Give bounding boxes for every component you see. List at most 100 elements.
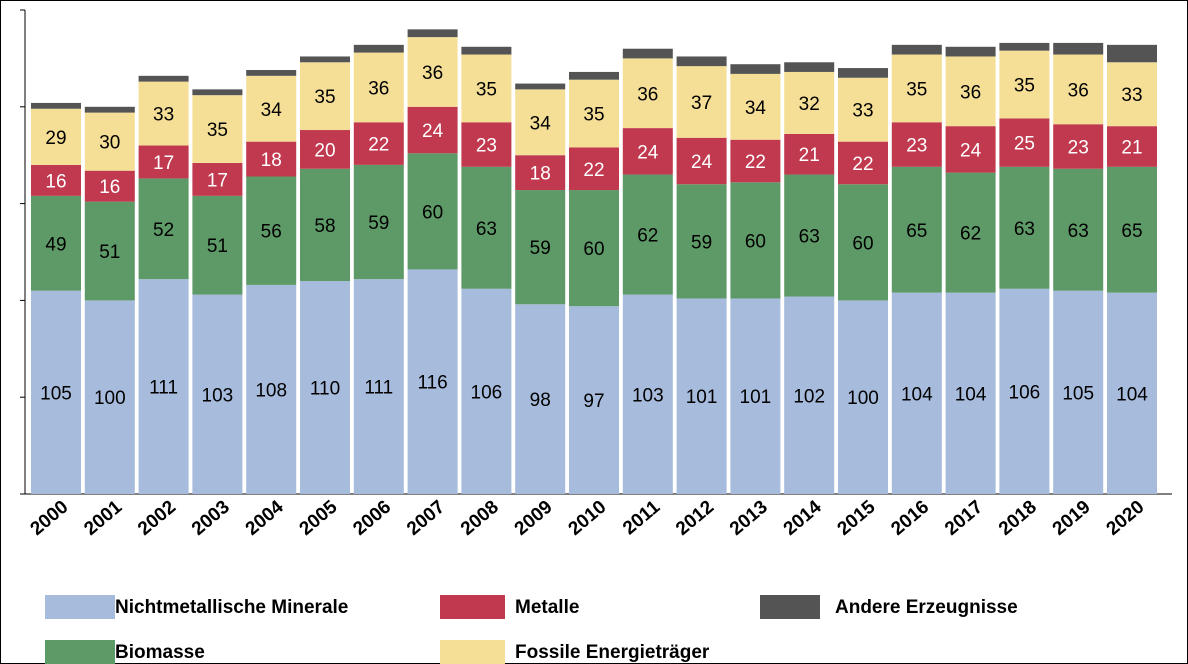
value-label: 59 bbox=[368, 213, 389, 234]
value-label: 105 bbox=[40, 383, 72, 404]
bar-segment bbox=[622, 294, 673, 494]
bar-segment bbox=[515, 83, 566, 90]
bar-segment bbox=[569, 306, 619, 494]
bar-segment bbox=[138, 145, 189, 179]
legend-swatch bbox=[760, 595, 820, 619]
value-label: 33 bbox=[153, 105, 174, 126]
bar-segment bbox=[1053, 42, 1104, 55]
bar-segment bbox=[622, 58, 673, 129]
bar-segment bbox=[945, 126, 996, 173]
bar-segment bbox=[1053, 290, 1104, 494]
value-label: 21 bbox=[1121, 138, 1142, 159]
bar-segment bbox=[999, 42, 1050, 51]
value-label: 34 bbox=[530, 113, 552, 134]
value-label: 22 bbox=[852, 154, 873, 175]
value-label: 101 bbox=[740, 387, 772, 408]
value-label: 23 bbox=[1068, 138, 1089, 159]
value-label: 36 bbox=[422, 63, 443, 84]
bar-segment bbox=[999, 118, 1050, 167]
bar-segment bbox=[31, 290, 81, 494]
legend-label: Fossile Energieträger bbox=[515, 642, 710, 663]
bar-segment bbox=[353, 279, 404, 494]
bar-segment bbox=[407, 106, 458, 154]
bar-segment bbox=[461, 46, 512, 55]
bar-segment bbox=[622, 128, 673, 175]
value-label: 25 bbox=[1014, 134, 1035, 155]
bar-segment bbox=[31, 102, 81, 109]
value-label: 20 bbox=[314, 140, 335, 161]
value-label: 100 bbox=[847, 388, 879, 409]
value-label: 104 bbox=[901, 384, 933, 405]
value-label: 101 bbox=[686, 387, 718, 408]
bar-segment bbox=[730, 182, 781, 299]
bar-segment bbox=[676, 184, 727, 299]
bar-segment bbox=[784, 133, 835, 175]
value-label: 17 bbox=[153, 153, 174, 174]
value-label: 105 bbox=[1062, 383, 1094, 404]
bar-segment bbox=[891, 166, 942, 293]
bar-segment bbox=[192, 162, 243, 196]
bar-segment bbox=[84, 201, 135, 301]
bar-segment bbox=[569, 147, 619, 191]
bar-segment bbox=[461, 166, 512, 289]
value-label: 18 bbox=[261, 150, 282, 171]
bar-segment bbox=[300, 168, 350, 282]
bar-segment bbox=[838, 77, 888, 142]
value-label: 63 bbox=[799, 227, 820, 248]
legend-label: Andere Erzeugnisse bbox=[835, 597, 1018, 618]
bar-segment bbox=[246, 70, 297, 76]
value-label: 60 bbox=[422, 202, 443, 223]
value-label: 35 bbox=[906, 79, 927, 100]
value-label: 32 bbox=[799, 94, 820, 115]
bar-segment bbox=[300, 62, 350, 131]
value-label: 63 bbox=[1014, 219, 1035, 240]
value-label: 16 bbox=[45, 171, 66, 192]
bar-segment bbox=[31, 195, 81, 291]
bar-segment bbox=[891, 54, 942, 123]
value-label: 100 bbox=[94, 388, 126, 409]
value-label: 24 bbox=[637, 142, 659, 163]
bar-segment bbox=[1107, 44, 1157, 63]
value-label: 111 bbox=[149, 378, 178, 399]
bar-segment bbox=[1053, 124, 1104, 169]
value-label: 103 bbox=[202, 385, 234, 406]
bar-segment bbox=[353, 52, 404, 123]
value-label: 110 bbox=[310, 379, 340, 400]
value-label: 16 bbox=[99, 177, 120, 198]
bar-segment bbox=[1107, 126, 1157, 167]
value-label: 58 bbox=[314, 216, 335, 237]
bar-segment bbox=[569, 71, 619, 80]
bar-segment bbox=[676, 56, 727, 67]
bar-segment bbox=[945, 292, 996, 494]
bar-segment bbox=[192, 195, 243, 295]
value-label: 35 bbox=[207, 120, 228, 141]
bar-segment bbox=[1053, 168, 1104, 291]
bar-segment bbox=[515, 89, 566, 156]
value-label: 63 bbox=[476, 219, 497, 240]
bar-segment bbox=[999, 166, 1050, 289]
value-label: 18 bbox=[530, 164, 551, 185]
bar-segment bbox=[730, 298, 781, 494]
bar-segment bbox=[300, 130, 350, 169]
bar-segment bbox=[891, 292, 942, 494]
bar-segment bbox=[84, 300, 135, 494]
bar-segment bbox=[569, 190, 619, 307]
bar-segment bbox=[407, 153, 458, 270]
value-label: 106 bbox=[1009, 382, 1041, 403]
bar-segment bbox=[784, 71, 835, 134]
bar-segment bbox=[676, 298, 727, 494]
bar-segment bbox=[353, 44, 404, 53]
value-label: 33 bbox=[1121, 85, 1142, 106]
legend-swatch bbox=[440, 640, 505, 664]
bar-segment bbox=[246, 284, 297, 494]
value-label: 60 bbox=[583, 239, 604, 260]
bar-segment bbox=[891, 44, 942, 55]
value-label: 24 bbox=[691, 152, 713, 173]
bar-segment bbox=[1107, 166, 1157, 293]
value-label: 98 bbox=[530, 390, 551, 411]
bar-segment bbox=[246, 75, 297, 142]
bar-segment bbox=[838, 68, 888, 78]
value-label: 59 bbox=[530, 238, 551, 259]
bar-segment bbox=[353, 164, 404, 280]
